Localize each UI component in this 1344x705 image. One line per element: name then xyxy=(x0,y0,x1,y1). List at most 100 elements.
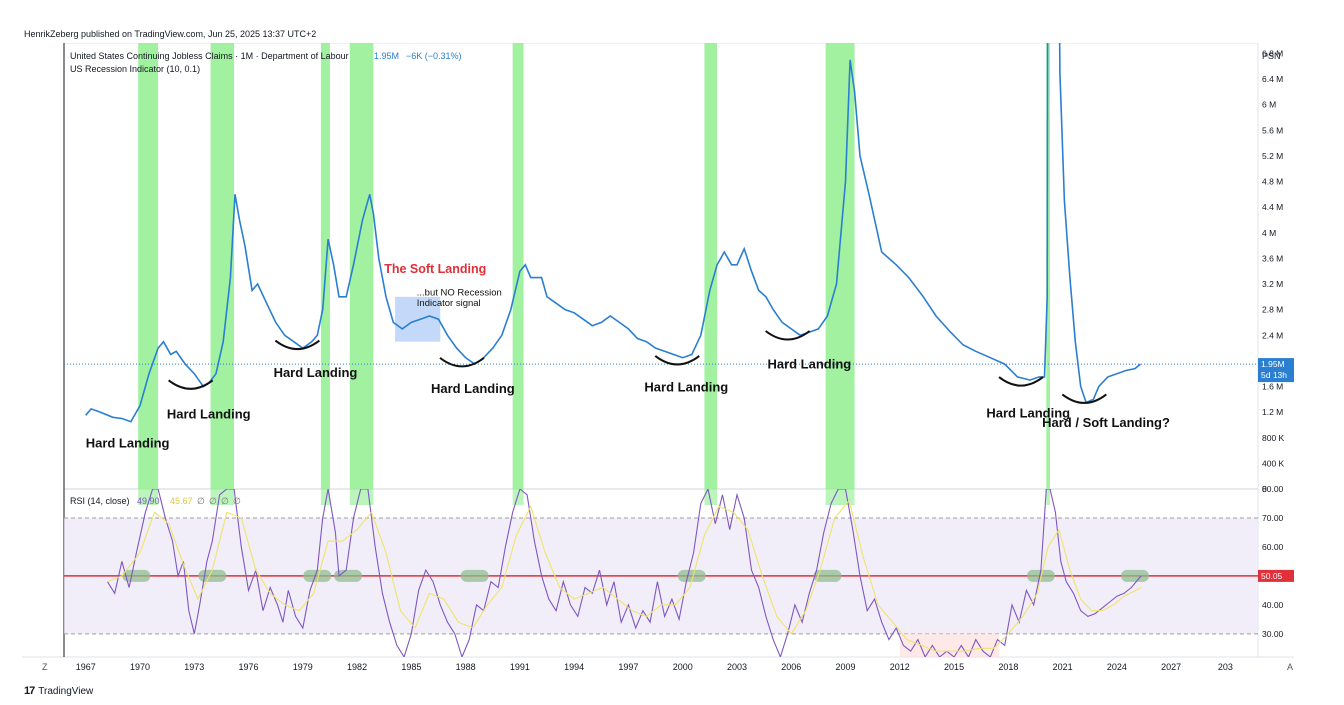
price-tag xyxy=(1258,358,1294,383)
recession-band xyxy=(704,43,718,489)
recession-band xyxy=(138,43,159,489)
rsi-recession-shade xyxy=(320,489,330,505)
rsi-tick-label: 80.00 xyxy=(1262,484,1284,494)
y-tick-label: 2.8 M xyxy=(1262,305,1283,315)
recession-indicator-title: US Recession Indicator (10, 0.1) xyxy=(70,64,200,74)
recession-band xyxy=(1046,43,1050,489)
cross-marker xyxy=(1120,569,1149,582)
y-tick-label: 5.2 M xyxy=(1262,151,1283,161)
landing-arc xyxy=(1061,393,1107,404)
landing-arc xyxy=(168,379,214,390)
x-tick-label: 2015 xyxy=(944,662,964,672)
rsi-recession-shade xyxy=(825,489,855,505)
x-tick-label: 1991 xyxy=(510,662,530,672)
x-tick-label: 1967 xyxy=(76,662,96,672)
rsi-recession-shade xyxy=(349,489,374,505)
rsi-oversold-shade xyxy=(899,633,1000,657)
cross-marker xyxy=(198,569,227,582)
recession-band xyxy=(825,43,855,489)
cross-marker xyxy=(813,569,842,582)
y-tick-label: 400 K xyxy=(1262,458,1285,468)
y-tick-label: 4 M xyxy=(1262,228,1276,238)
cross-marker xyxy=(334,569,363,582)
x-tick-label: 1997 xyxy=(618,662,638,672)
last-value: 1.95M xyxy=(374,51,399,61)
time-scale[interactable]: 1967 1970 1973 1976 1979 1982 1985 1988 1991 1994… xyxy=(76,662,1233,672)
y-tick-label: 1.6 M xyxy=(1262,382,1283,392)
soft-landing-note: ...but NO Recession xyxy=(417,288,502,299)
recession-band xyxy=(210,43,235,489)
landing-arc xyxy=(654,355,700,366)
rsi-recession-shade xyxy=(138,489,159,505)
auto-scale-button[interactable]: A xyxy=(1287,662,1293,672)
rsi-recession-shade xyxy=(210,489,235,505)
rsi-ma-value: 45.67 xyxy=(170,496,193,506)
tradingview-logo-icon: 17 xyxy=(24,685,35,697)
rsi-na-1: ∅ xyxy=(197,496,205,506)
rsi-na-2: ∅ xyxy=(209,496,217,506)
rsi-value: 49.90 xyxy=(137,496,160,506)
rsi-tick-label: 60.00 xyxy=(1262,542,1284,552)
rsi-ma-line[interactable] xyxy=(107,499,1142,652)
landing-arc xyxy=(439,357,485,368)
claims-line[interactable] xyxy=(85,43,1141,423)
x-tick-label: 1976 xyxy=(239,662,259,672)
soft-landing-box xyxy=(395,296,441,342)
annotation-label: Hard Landing xyxy=(274,365,358,380)
annotation-label: Hard Landing xyxy=(644,380,728,395)
x-tick-label: 2024 xyxy=(1107,662,1127,672)
y-tick-label: 1.2 M xyxy=(1262,407,1283,417)
x-tick-label: 1970 xyxy=(130,662,150,672)
y-tick-label: 3.6 M xyxy=(1262,253,1283,263)
recession-band xyxy=(349,43,374,489)
scale-mode-label[interactable]: PSN xyxy=(1262,51,1281,61)
x-tick-label: 2009 xyxy=(836,662,856,672)
y-tick-label: 6.8 M xyxy=(1262,48,1283,58)
x-tick-label: 1973 xyxy=(184,662,204,672)
rsi-recession-shade xyxy=(704,489,718,505)
rsi-line[interactable] xyxy=(106,489,1142,657)
zoom-reset-button[interactable]: Z xyxy=(42,662,48,672)
x-tick-label: 2027 xyxy=(1161,662,1181,672)
soft-landing-title: The Soft Landing xyxy=(384,262,486,276)
x-tick-label: 2000 xyxy=(673,662,693,672)
x-tick-label: 203 xyxy=(1218,662,1233,672)
annotation-label: Hard Landing xyxy=(167,407,251,422)
x-tick-label: 1988 xyxy=(456,662,476,672)
change-value: −6K (−0.31%) xyxy=(406,51,462,61)
rsi-mid-tag xyxy=(1258,569,1294,582)
footer: 17 TradingView xyxy=(24,685,93,697)
y-tick-label: 6 M xyxy=(1262,100,1276,110)
price-tag-countdown: 5d 13h xyxy=(1261,370,1287,380)
y-tick-label: 800 K xyxy=(1262,433,1285,443)
y-tick-label: 5.6 M xyxy=(1262,125,1283,135)
cross-marker xyxy=(677,569,706,582)
series-title: United States Continuing Jobless Claims … xyxy=(70,51,349,61)
y-tick-label: 4.8 M xyxy=(1262,177,1283,187)
rsi-pane[interactable] xyxy=(64,489,1258,657)
x-tick-label: 2021 xyxy=(1053,662,1073,672)
publisher-line: HenrikZeberg published on TradingView.co… xyxy=(24,29,317,39)
x-tick-label: 2018 xyxy=(998,662,1018,672)
rsi-tick-label: 70.00 xyxy=(1262,513,1284,523)
annotation-label: Hard Landing xyxy=(767,357,851,372)
y-tick-label: 4.4 M xyxy=(1262,202,1283,212)
main-pane[interactable]: Hard Landing Hard Landing Hard Landing Hard… xyxy=(64,43,1258,489)
y-tick-label: 0 xyxy=(1262,484,1267,494)
price-scale[interactable]: 6.8 M 6.4 M 6 M 5.6 M 5.2 M 4.8 M 4.4 M 4 M 3.6 … xyxy=(1258,48,1294,639)
x-tick-label: 2012 xyxy=(890,662,910,672)
rsi-title: RSI (14, close) xyxy=(70,496,130,506)
cross-marker xyxy=(122,569,151,582)
chart-frame: Hard Landing Hard Landing Hard Landing Hard… xyxy=(22,43,1294,672)
annotation-label: Hard Landing xyxy=(431,381,515,396)
y-tick-label: 2.4 M xyxy=(1262,330,1283,340)
annotation-label: Hard Landing xyxy=(86,435,170,450)
annotation-label: Hard Landing xyxy=(986,405,1070,420)
rsi-na-4: ∅ xyxy=(233,496,241,506)
soft-landing-note: Indicator signal xyxy=(417,298,481,309)
x-tick-label: 1994 xyxy=(564,662,584,672)
rsi-recession-shade xyxy=(1046,489,1050,505)
x-tick-label: 1979 xyxy=(293,662,313,672)
rsi-na-3: ∅ xyxy=(221,496,229,506)
landing-arc xyxy=(274,339,320,351)
